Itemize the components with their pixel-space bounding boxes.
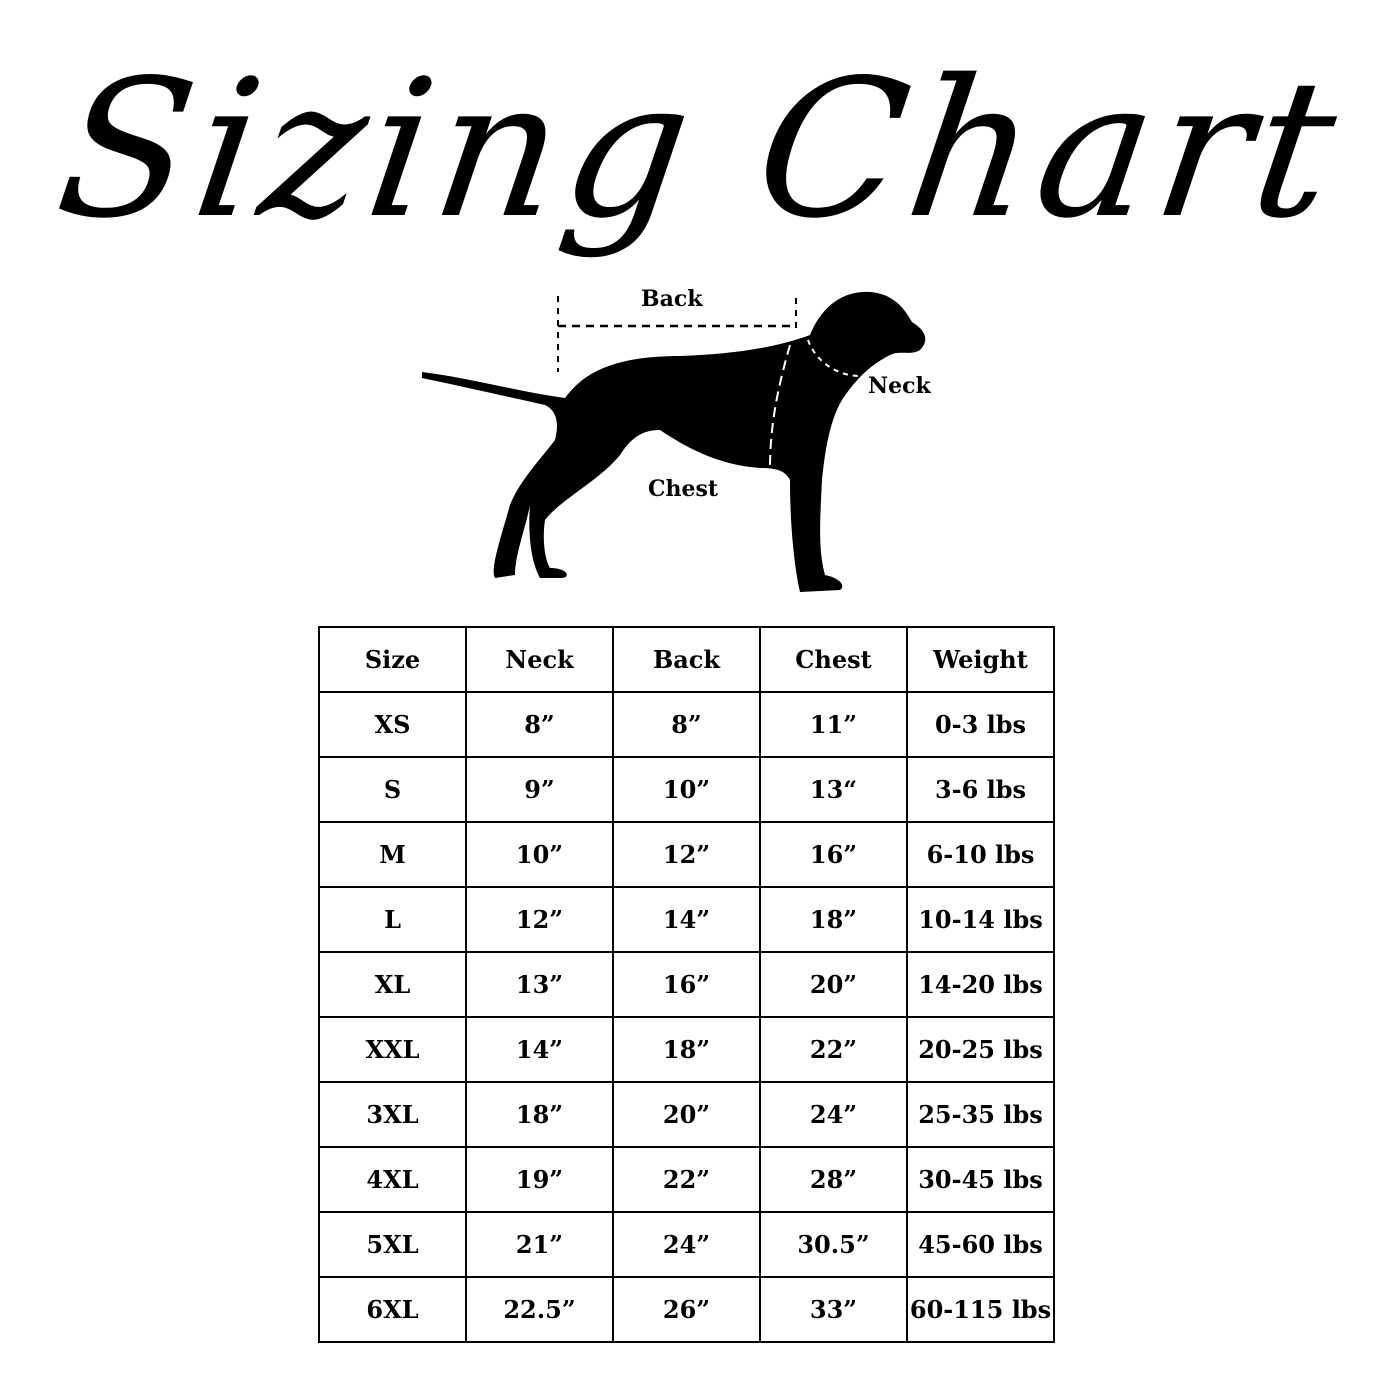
- chest-label: Chest: [648, 476, 719, 502]
- table-cell: 3-6 lbs: [906, 756, 1055, 823]
- table-cell: 18”: [759, 886, 908, 953]
- table-cell: 26”: [612, 1276, 761, 1343]
- back-label: Back: [641, 286, 703, 312]
- table-cell: 10-14 lbs: [906, 886, 1055, 953]
- table-cell: 21”: [465, 1211, 614, 1278]
- table-cell: 22.5”: [465, 1276, 614, 1343]
- table-cell: 8”: [612, 691, 761, 758]
- table-row: M 10” 12” 16” 6-10 lbs: [318, 821, 1055, 888]
- table-cell: 20”: [759, 951, 908, 1018]
- table-cell: 60-115 lbs: [906, 1276, 1055, 1343]
- table-header-row: Size Neck Back Chest Weight: [318, 626, 1055, 693]
- table-cell: 6-10 lbs: [906, 821, 1055, 888]
- table-cell: 30-45 lbs: [906, 1146, 1055, 1213]
- neck-label: Neck: [868, 373, 931, 399]
- table-row: 6XL 22.5” 26” 33” 60-115 lbs: [318, 1276, 1055, 1343]
- table-cell: XXL: [318, 1016, 467, 1083]
- table-row: S 9” 10” 13“ 3-6 lbs: [318, 756, 1055, 823]
- table-cell: XL: [318, 951, 467, 1018]
- table-cell: 0-3 lbs: [906, 691, 1055, 758]
- table-cell: M: [318, 821, 467, 888]
- table-row: 3XL 18” 20” 24” 25-35 lbs: [318, 1081, 1055, 1148]
- table-cell: 16”: [759, 821, 908, 888]
- table-cell: 12”: [465, 886, 614, 953]
- table-cell: 13“: [759, 756, 908, 823]
- table-cell: 20”: [612, 1081, 761, 1148]
- table-cell: 8”: [465, 691, 614, 758]
- column-header: Neck: [465, 626, 614, 693]
- table-cell: 4XL: [318, 1146, 467, 1213]
- table-cell: 22”: [759, 1016, 908, 1083]
- table-row: L 12” 14” 18” 10-14 lbs: [318, 886, 1055, 953]
- table-cell: 10”: [465, 821, 614, 888]
- table-cell: 45-60 lbs: [906, 1211, 1055, 1278]
- column-header: Size: [318, 626, 467, 693]
- table-cell: 22”: [612, 1146, 761, 1213]
- neck-measure-line: [807, 339, 859, 377]
- table-cell: 25-35 lbs: [906, 1081, 1055, 1148]
- table-cell: 5XL: [318, 1211, 467, 1278]
- table-cell: 16”: [612, 951, 761, 1018]
- table-cell: 9”: [465, 756, 614, 823]
- table-cell: 19”: [465, 1146, 614, 1213]
- table-row: XL 13” 16” 20” 14-20 lbs: [318, 951, 1055, 1018]
- table-row: 4XL 19” 22” 28” 30-45 lbs: [318, 1146, 1055, 1213]
- dog-silhouette: [422, 291, 926, 592]
- table-cell: 6XL: [318, 1276, 467, 1343]
- table-cell: 12”: [612, 821, 761, 888]
- column-header: Chest: [759, 626, 908, 693]
- sizing-table: Size Neck Back Chest Weight XS 8” 8” 11” 0-3 lbs…: [318, 626, 1055, 1343]
- table-row: 5XL 21” 24” 30.5” 45-60 lbs: [318, 1211, 1055, 1278]
- column-header: Back: [612, 626, 761, 693]
- table-cell: 3XL: [318, 1081, 467, 1148]
- table-cell: 24”: [612, 1211, 761, 1278]
- table-cell: 28”: [759, 1146, 908, 1213]
- table-cell: 13”: [465, 951, 614, 1018]
- table-row: XS 8” 8” 11” 0-3 lbs: [318, 691, 1055, 758]
- table-cell: XS: [318, 691, 467, 758]
- table-cell: S: [318, 756, 467, 823]
- table-cell: 10”: [612, 756, 761, 823]
- table-cell: 14-20 lbs: [906, 951, 1055, 1018]
- table-cell: 18”: [465, 1081, 614, 1148]
- table-cell: 30.5”: [759, 1211, 908, 1278]
- table-cell: 33”: [759, 1276, 908, 1343]
- column-header: Weight: [906, 626, 1055, 693]
- table-cell: 18”: [612, 1016, 761, 1083]
- table-cell: L: [318, 886, 467, 953]
- table-cell: 11”: [759, 691, 908, 758]
- table-cell: 14”: [612, 886, 761, 953]
- page-title: Sizing Chart: [46, 39, 1354, 260]
- table-cell: 24”: [759, 1081, 908, 1148]
- table-cell: 20-25 lbs: [906, 1016, 1055, 1083]
- dog-silhouette-diagram: [422, 291, 926, 592]
- table-row: XXL 14” 18” 22” 20-25 lbs: [318, 1016, 1055, 1083]
- table-cell: 14”: [465, 1016, 614, 1083]
